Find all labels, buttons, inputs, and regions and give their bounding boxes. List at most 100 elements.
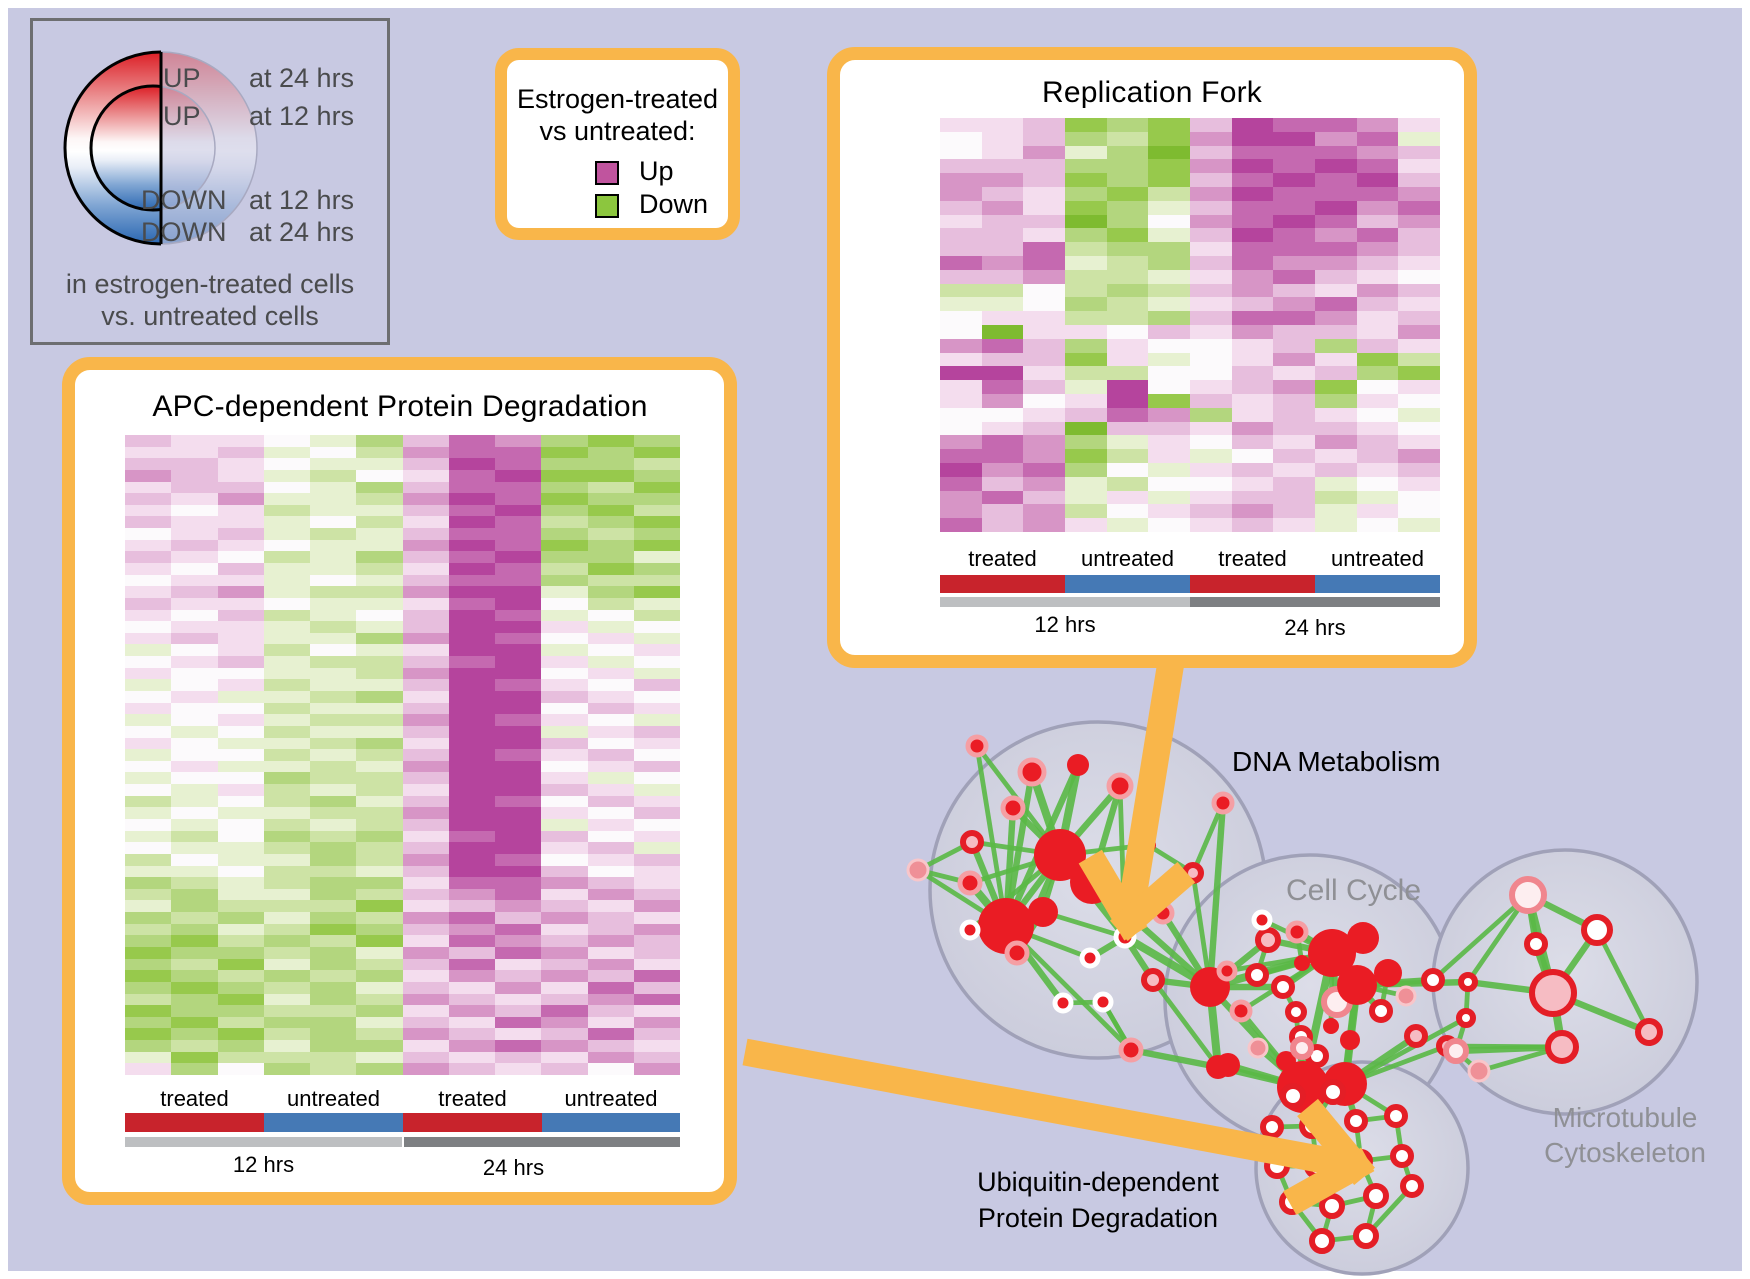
heatmap-cell	[310, 749, 357, 761]
heatmap-cell	[125, 981, 172, 994]
heatmap-cell	[981, 490, 1024, 505]
heatmap-cell	[587, 912, 634, 924]
heatmap-cell	[1231, 283, 1274, 298]
heatmap-cell	[125, 632, 172, 645]
heatmap-cell	[263, 853, 310, 866]
heatmap-cell	[1315, 325, 1357, 339]
heatmap-cell	[1106, 256, 1149, 270]
heatmap-cell	[310, 993, 357, 1006]
heatmap-cell	[125, 888, 172, 901]
heatmap-cell	[356, 528, 403, 540]
heatmap-cell	[1148, 256, 1190, 270]
heatmap-cell	[171, 1051, 218, 1064]
heatmap-cell	[495, 1016, 542, 1029]
heatmap-cell	[541, 760, 588, 773]
heatmap-cell	[940, 228, 982, 243]
gene-node	[1308, 929, 1356, 977]
heatmap-cell	[356, 632, 403, 645]
gene-node	[1581, 914, 1613, 946]
heatmap-cell	[1106, 118, 1149, 132]
heatmap-cell	[1190, 242, 1232, 256]
heatmap-cell	[981, 325, 1024, 339]
gene-node	[1467, 1059, 1491, 1083]
gene-node	[1384, 1104, 1408, 1128]
heatmap-cell	[981, 228, 1024, 243]
heatmap-cell	[1273, 283, 1315, 298]
heatmap-cell	[633, 760, 680, 773]
heatmap-cell	[541, 819, 588, 831]
rep-untreated-bar-1	[1065, 575, 1190, 593]
rep-24hrs-label: 24 hrs	[1284, 615, 1346, 640]
heatmap-cell	[171, 597, 218, 610]
heatmap-cell	[587, 481, 634, 494]
gene-node	[1290, 1036, 1314, 1060]
heatmap-cell	[171, 504, 218, 517]
heatmap-cell	[171, 993, 218, 1006]
heatmap-cell	[402, 853, 449, 866]
heatmap-cell	[1231, 200, 1274, 215]
heatmap-cell	[125, 644, 172, 657]
heatmap-cell	[1106, 325, 1149, 339]
heatmap-cell	[541, 563, 588, 575]
heatmap-cell	[495, 1028, 542, 1041]
heatmap-cell	[587, 947, 634, 959]
heatmap-cell	[1065, 366, 1107, 381]
heatmap-cell	[541, 912, 588, 924]
heatmap-cell	[217, 656, 264, 668]
heatmap-cell	[448, 993, 495, 1006]
heatmap-cell	[1315, 504, 1357, 519]
heatmap-cell	[1356, 200, 1399, 215]
heatmap-cell	[171, 900, 218, 913]
heatmap-cell	[125, 1051, 172, 1064]
heatmap-cell	[310, 644, 357, 657]
heatmap-cell	[217, 702, 264, 715]
heatmap-cell	[1273, 407, 1315, 422]
heatmap-cell	[263, 970, 310, 982]
heatmap-cell	[587, 842, 634, 854]
ring-up12-time: at 12 hrs	[249, 101, 355, 131]
heatmap-cell	[633, 888, 680, 901]
heatmap-cell	[402, 830, 449, 843]
gene-node	[1309, 1228, 1335, 1254]
heatmap-cell	[356, 469, 403, 482]
heatmap-cell	[541, 702, 588, 715]
heatmap-cell	[402, 1051, 449, 1064]
apc-12hrs-bar	[125, 1137, 402, 1147]
heatmap-cell	[495, 737, 542, 750]
heatmap-cell	[448, 842, 495, 854]
heatmap-cell	[1273, 228, 1315, 243]
heatmap-cell	[310, 900, 357, 913]
heatmap-cell	[310, 772, 357, 785]
heatmap-cell	[1023, 311, 1065, 325]
heatmap-cell	[448, 970, 495, 982]
heatmap-cell	[495, 702, 542, 715]
heatmap-cell	[1356, 118, 1399, 132]
heatmap-cell	[171, 877, 218, 889]
gene-node	[1509, 876, 1547, 914]
heatmap-cell	[1273, 214, 1315, 229]
heatmap-cell	[1231, 366, 1274, 381]
heatmap-cell	[1106, 518, 1149, 532]
heatmap-cell	[1148, 242, 1190, 256]
heatmap-cell	[402, 1016, 449, 1029]
heatmap-cell	[1023, 394, 1065, 408]
heatmap-cell	[1065, 118, 1107, 132]
heatmap-cell	[125, 900, 172, 913]
heatmap-cell	[125, 481, 172, 494]
heatmap-cell	[1356, 311, 1399, 325]
heatmap-cell	[310, 725, 357, 738]
heatmap-cell	[1106, 421, 1149, 436]
heatmap-cell	[310, 737, 357, 750]
heatmap-cell	[125, 574, 172, 587]
heatmap-cell	[495, 1063, 542, 1075]
heatmap-cell	[981, 394, 1024, 408]
heatmap-cell	[495, 481, 542, 494]
heatmap-cell	[495, 842, 542, 854]
heatmap-cell	[1231, 297, 1274, 312]
heatmap-cell	[263, 784, 310, 796]
heatmap-cell	[1190, 131, 1232, 146]
heatmap-cell	[1231, 228, 1274, 243]
heatmap-cell	[402, 993, 449, 1006]
heatmap-cell	[356, 516, 403, 529]
heatmap-cell	[402, 644, 449, 657]
